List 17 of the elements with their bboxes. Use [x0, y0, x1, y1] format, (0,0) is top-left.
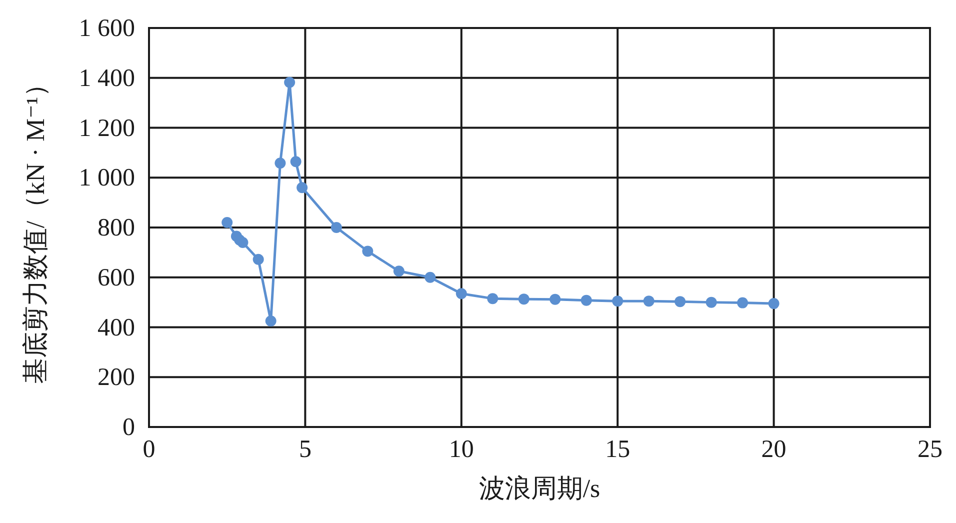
x-tick-label: 20	[761, 436, 786, 463]
x-tick-label: 15	[605, 436, 630, 463]
x-tick-label: 5	[298, 436, 312, 463]
y-tick-label: 800	[98, 214, 135, 242]
x-tick-label: 25	[918, 436, 942, 463]
y-tick-label: 0	[122, 414, 135, 441]
y-tick-label: 1 400	[78, 64, 135, 92]
x-tick-label: 0	[142, 436, 156, 463]
y-axis-title: 基底剪力数值/（kN · M⁻¹）	[21, 70, 50, 384]
y-tick-label: 200	[98, 364, 135, 392]
x-tick-label: 10	[448, 436, 474, 463]
y-tick-label: 1 000	[78, 164, 135, 192]
x-axis-title: 波浪周期/s	[478, 474, 600, 503]
y-tick-label: 1 600	[78, 15, 135, 42]
y-tick-label: 400	[98, 314, 135, 342]
y-tick-label: 1 200	[78, 114, 135, 142]
y-tick-label: 600	[98, 264, 135, 292]
